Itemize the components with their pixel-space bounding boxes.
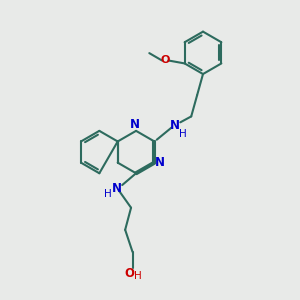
Text: H: H xyxy=(179,128,187,139)
Text: N: N xyxy=(112,182,122,195)
Text: H: H xyxy=(134,271,142,281)
Text: N: N xyxy=(130,118,140,131)
Text: N: N xyxy=(155,156,165,169)
Text: O: O xyxy=(161,56,170,65)
Text: H: H xyxy=(103,189,111,199)
Text: N: N xyxy=(170,119,180,132)
Text: O: O xyxy=(124,268,134,281)
